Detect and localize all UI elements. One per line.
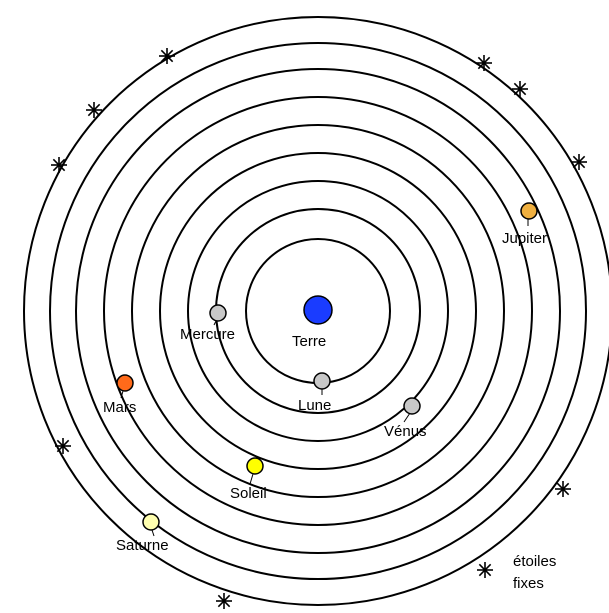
terre-label: Terre bbox=[292, 333, 326, 350]
leader-mars bbox=[120, 390, 124, 399]
jupiter-planet bbox=[520, 202, 538, 220]
fixed-star-icon bbox=[477, 562, 493, 578]
mars-label: Mars bbox=[103, 399, 136, 416]
soleil-label: Soleil bbox=[230, 485, 267, 502]
fixed-stars-label-line1: étoiles bbox=[513, 553, 556, 570]
lune-label: Lune bbox=[298, 397, 331, 414]
leader-venus bbox=[403, 412, 411, 423]
orbit-venus bbox=[159, 152, 477, 470]
fixed-stars-label-line2: fixes bbox=[513, 575, 544, 592]
fixed-star-icon bbox=[512, 81, 528, 97]
fixed-star-icon bbox=[86, 102, 102, 118]
orbit-mercure bbox=[187, 180, 449, 442]
leader-soleil bbox=[249, 473, 254, 485]
fixed-star-icon bbox=[55, 438, 71, 454]
mercure-label: Mercure bbox=[180, 326, 235, 343]
fixed-star-icon bbox=[476, 55, 492, 71]
orbit-soleil bbox=[103, 96, 533, 526]
fixed-star-icon bbox=[51, 157, 67, 173]
fixed-star-icon bbox=[216, 593, 232, 609]
orbit-jupiter bbox=[49, 42, 587, 580]
fixed-stars bbox=[51, 48, 587, 609]
leader-saturne bbox=[151, 529, 155, 537]
venus-label: Vénus bbox=[384, 423, 427, 440]
terre-planet bbox=[303, 295, 333, 325]
lune-planet bbox=[313, 372, 331, 390]
orbits bbox=[23, 16, 609, 606]
orbit-mars bbox=[75, 68, 561, 554]
venus-planet bbox=[403, 397, 421, 415]
orbit-venus-outer bbox=[131, 124, 505, 498]
fixed-star-icon bbox=[159, 48, 175, 64]
soleil-planet bbox=[246, 457, 264, 475]
fixed-star-icon bbox=[555, 481, 571, 497]
leader-mercure bbox=[213, 320, 217, 326]
fixed-star-icon bbox=[571, 154, 587, 170]
jupiter-label: Jupiter bbox=[502, 230, 547, 247]
mars-planet bbox=[116, 374, 134, 392]
saturne-planet bbox=[142, 513, 160, 531]
orbit-saturne bbox=[23, 16, 609, 606]
saturne-label: Saturne bbox=[116, 537, 169, 554]
mercure-planet bbox=[209, 304, 227, 322]
